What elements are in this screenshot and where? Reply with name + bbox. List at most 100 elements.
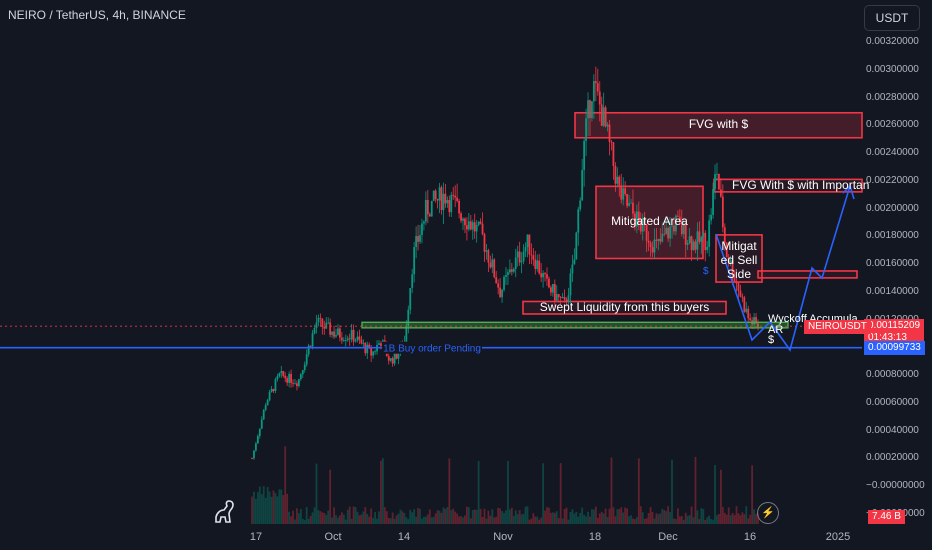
- volume-bar: [296, 508, 298, 524]
- volume-bar: [632, 518, 634, 524]
- volume-bar: [719, 469, 722, 524]
- volume-bar: [727, 507, 730, 524]
- volume-bar: [557, 518, 560, 524]
- candle-body: [632, 202, 634, 214]
- candle-body: [680, 221, 683, 235]
- volume-bar: [466, 506, 468, 524]
- volume-bar: [266, 487, 269, 524]
- candle-body: [256, 435, 259, 444]
- candle-body: [516, 251, 519, 258]
- volume-bar: [340, 512, 343, 524]
- candle-body: [745, 308, 748, 312]
- currency-button[interactable]: USDT: [864, 5, 920, 31]
- volume-bar: [577, 516, 580, 524]
- volume-bar: [376, 518, 378, 524]
- volume-bar: [737, 513, 740, 524]
- volume-bar: [385, 511, 388, 524]
- candle-body: [356, 336, 359, 341]
- volume-bar: [348, 506, 351, 524]
- volume-bar: [602, 513, 605, 524]
- volume-bar: [317, 510, 320, 524]
- volume-bar: [606, 517, 609, 524]
- volume-bar: [573, 513, 576, 524]
- volume-bar: [424, 516, 427, 524]
- volume-bar: [464, 515, 466, 524]
- candle-body: [333, 331, 335, 337]
- volume-bar: [372, 517, 375, 524]
- candle-body: [321, 318, 324, 327]
- candle-body: [305, 354, 308, 365]
- volume-bar: [278, 489, 281, 524]
- candle-body: [503, 276, 505, 290]
- buy-order-price-tag: 0.00099733: [864, 340, 925, 355]
- candle-body: [368, 344, 371, 348]
- volume-bar: [538, 519, 541, 524]
- volume-bar: [327, 510, 330, 524]
- volume-bar: [643, 518, 646, 524]
- candle-body: [743, 297, 746, 312]
- candle-body: [522, 251, 525, 262]
- candle-body: [551, 284, 554, 293]
- price-tick-label: 0.00220000: [866, 174, 919, 186]
- volume-bar: [655, 513, 658, 524]
- volume-bar: [456, 513, 459, 524]
- volume-bar: [487, 510, 490, 524]
- candle-body: [264, 405, 267, 410]
- candle-body: [389, 358, 392, 361]
- volume-bar: [413, 509, 416, 524]
- volume-bar: [583, 514, 586, 524]
- tradingview-logo-icon[interactable]: [213, 500, 239, 529]
- candle-body: [290, 373, 292, 383]
- volume-bar: [751, 465, 754, 524]
- candle-body: [307, 345, 310, 355]
- volume-bar: [710, 519, 713, 524]
- volume-bar: [530, 518, 533, 524]
- candle-body: [303, 364, 306, 371]
- candle-body: [559, 297, 562, 298]
- candle-body: [507, 272, 509, 275]
- zone-label: Mitigated Area: [611, 214, 688, 229]
- candle-body: [727, 257, 730, 264]
- time-tick-label: Nov: [493, 531, 513, 543]
- candle-body: [419, 235, 421, 242]
- candle-body: [378, 343, 380, 345]
- volume-bar: [407, 519, 410, 524]
- price-tick-label: 0.00160000: [866, 258, 919, 270]
- volume-bar: [745, 506, 748, 524]
- last-price-symbol: NEIROUSDT: [804, 320, 871, 335]
- lightning-icon[interactable]: ⚡: [757, 502, 779, 524]
- volume-bar: [342, 514, 345, 524]
- candle-body: [737, 283, 740, 291]
- candle-body: [686, 243, 689, 245]
- volume-bar: [716, 515, 718, 524]
- volume-bar: [589, 516, 591, 524]
- candle-body: [255, 443, 257, 451]
- volume-bar: [477, 461, 480, 524]
- time-tick-label: 18: [588, 531, 602, 543]
- volume-bar: [735, 506, 738, 524]
- volume-bar: [569, 511, 572, 524]
- candle-body: [524, 247, 527, 252]
- volume-bar: [337, 517, 339, 524]
- candle-body: [497, 283, 500, 288]
- candle-body: [442, 193, 445, 211]
- candle-body: [567, 295, 570, 303]
- price-tick-label: 0.00320000: [866, 36, 919, 47]
- volume-bar: [680, 516, 683, 524]
- volume-bar: [637, 458, 640, 524]
- candle-body: [362, 343, 365, 344]
- volume-bar: [274, 493, 277, 524]
- zone-label: FVG with $: [688, 117, 749, 132]
- volume-bar: [708, 515, 711, 524]
- volume-bar: [454, 511, 457, 524]
- candle-body: [262, 409, 265, 420]
- zone-label: Swept Liquidity from this buyers: [539, 299, 710, 314]
- volume-bar: [579, 512, 582, 524]
- candle-body: [581, 170, 584, 201]
- volume-bar: [678, 516, 681, 524]
- candle-body: [749, 318, 752, 321]
- volume-bar: [692, 517, 695, 524]
- volume-bar: [290, 516, 292, 524]
